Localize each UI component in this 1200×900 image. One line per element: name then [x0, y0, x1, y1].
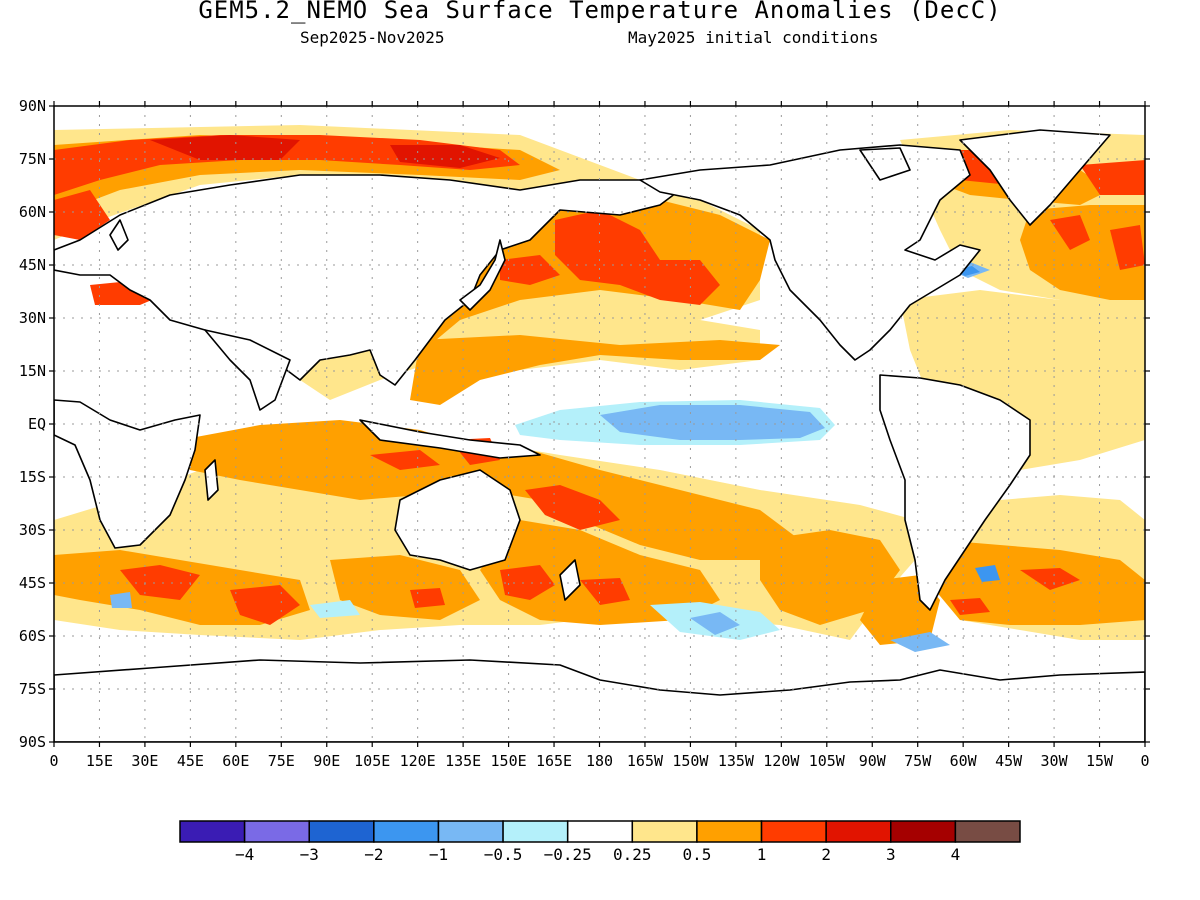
land-canada-islands — [859, 147, 911, 181]
lon-tick-label: 30E — [131, 752, 158, 770]
colorbar-label: −3 — [300, 845, 319, 864]
land-indonesia — [359, 419, 541, 459]
colorbar-label: −2 — [364, 845, 383, 864]
colorbar-swatch — [373, 820, 440, 843]
lat-tick-label: 15S — [19, 468, 46, 486]
lat-tick-label: 60N — [19, 203, 46, 221]
land-africa — [54, 399, 201, 549]
colorbar: −4 −3 −2 −1 −0.5 −0.25 0.25 0.5 1 2 3 4 — [179, 820, 1021, 864]
lon-tick-label: 45W — [995, 752, 1023, 770]
latitude-axis: 90N 75N 60N 45N 30N 15N EQ 15S 30S 45S 60S 75S 90S — [19, 97, 1150, 751]
lon-tick-label: 0 — [49, 752, 58, 770]
colorbar-swatch — [437, 820, 504, 843]
lat-tick-label: 45N — [19, 256, 46, 274]
land-madagascar — [204, 459, 219, 501]
colorbar-label: 1 — [757, 845, 767, 864]
land-uk — [109, 219, 129, 251]
lat-tick-label: 90N — [19, 97, 46, 115]
forecast-period-subtitle: Sep2025-Nov2025 — [300, 28, 445, 47]
colorbar-swatch — [825, 820, 892, 843]
land-japan — [459, 239, 506, 311]
colorbar-label: 0.5 — [682, 845, 711, 864]
colorbar-swatch — [696, 820, 763, 843]
colorbar-swatch — [760, 820, 827, 843]
longitude-axis: 0 15E 30E 45E 60E 75E 90E 105E 120E 135E 150E 165E 1… — [49, 101, 1150, 770]
lat-tick-label: EQ — [28, 415, 46, 433]
lon-tick-label: 60E — [222, 752, 249, 770]
colorbar-label: −0.5 — [484, 845, 523, 864]
lat-tick-label: 75N — [19, 150, 46, 168]
colorbar-label: 0.25 — [613, 845, 652, 864]
lat-lon-grid — [54, 106, 1145, 742]
lon-tick-label: 75E — [268, 752, 295, 770]
lon-tick-label: 120W — [763, 752, 800, 770]
lon-tick-label: 135W — [718, 752, 755, 770]
continents — [54, 129, 1145, 742]
land-greenland — [959, 129, 1111, 226]
initial-conditions-subtitle: May2025 initial conditions — [628, 28, 879, 47]
lon-tick-label: 135E — [445, 752, 481, 770]
colorbar-swatch — [566, 820, 634, 843]
lon-tick-label: 15W — [1086, 752, 1114, 770]
map-field — [54, 106, 1145, 742]
colorbar-label: −0.25 — [544, 845, 592, 864]
land-new-zealand — [559, 559, 581, 601]
lat-tick-label: 30S — [19, 521, 46, 539]
colorbar-label: 2 — [821, 845, 831, 864]
land-south-america — [879, 374, 1031, 611]
anomaly-2-3-regions — [150, 135, 900, 220]
colorbar-swatch — [631, 820, 698, 843]
lon-tick-label: 150E — [491, 752, 527, 770]
map-title: GEM5.2_NEMO Sea Surface Temperature Anom… — [198, 0, 1002, 24]
lon-tick-label: 45E — [177, 752, 204, 770]
lon-tick-label: 90W — [859, 752, 887, 770]
colorbar-label: −4 — [235, 845, 254, 864]
colorbar-swatch — [308, 820, 375, 843]
colorbar-label: 3 — [886, 845, 896, 864]
lon-tick-label: 165W — [627, 752, 664, 770]
land-north-america — [639, 144, 981, 361]
lon-tick-label: 30W — [1041, 752, 1069, 770]
lon-tick-label: 180 — [586, 752, 613, 770]
lon-tick-label: 105W — [809, 752, 846, 770]
lat-tick-label: 30N — [19, 309, 46, 327]
lon-tick-label: 0 — [1140, 752, 1149, 770]
colorbar-label: −1 — [429, 845, 448, 864]
lat-tick-label: 60S — [19, 627, 46, 645]
lat-tick-label: 15N — [19, 362, 46, 380]
lon-tick-label: 165E — [536, 752, 572, 770]
lat-tick-label: 45S — [19, 574, 46, 592]
lat-tick-label: 90S — [19, 733, 46, 751]
land-india — [204, 329, 291, 411]
colorbar-swatch — [502, 820, 569, 843]
lat-tick-label: 75S — [19, 680, 46, 698]
colorbar-label: 4 — [951, 845, 961, 864]
colorbar-swatch — [890, 820, 957, 843]
lon-tick-label: 15E — [86, 752, 113, 770]
colorbar-swatch — [243, 820, 310, 843]
anomaly-negative-regions — [110, 262, 1000, 652]
land-australia — [394, 469, 521, 571]
colorbar-swatch — [954, 820, 1021, 843]
colorbar-swatch — [179, 820, 246, 843]
lon-tick-label: 120E — [400, 752, 436, 770]
lon-tick-label: 105E — [354, 752, 390, 770]
lon-tick-label: 90E — [313, 752, 340, 770]
lon-tick-label: 60W — [950, 752, 978, 770]
lon-tick-label: 150W — [672, 752, 709, 770]
lon-tick-label: 75W — [904, 752, 932, 770]
